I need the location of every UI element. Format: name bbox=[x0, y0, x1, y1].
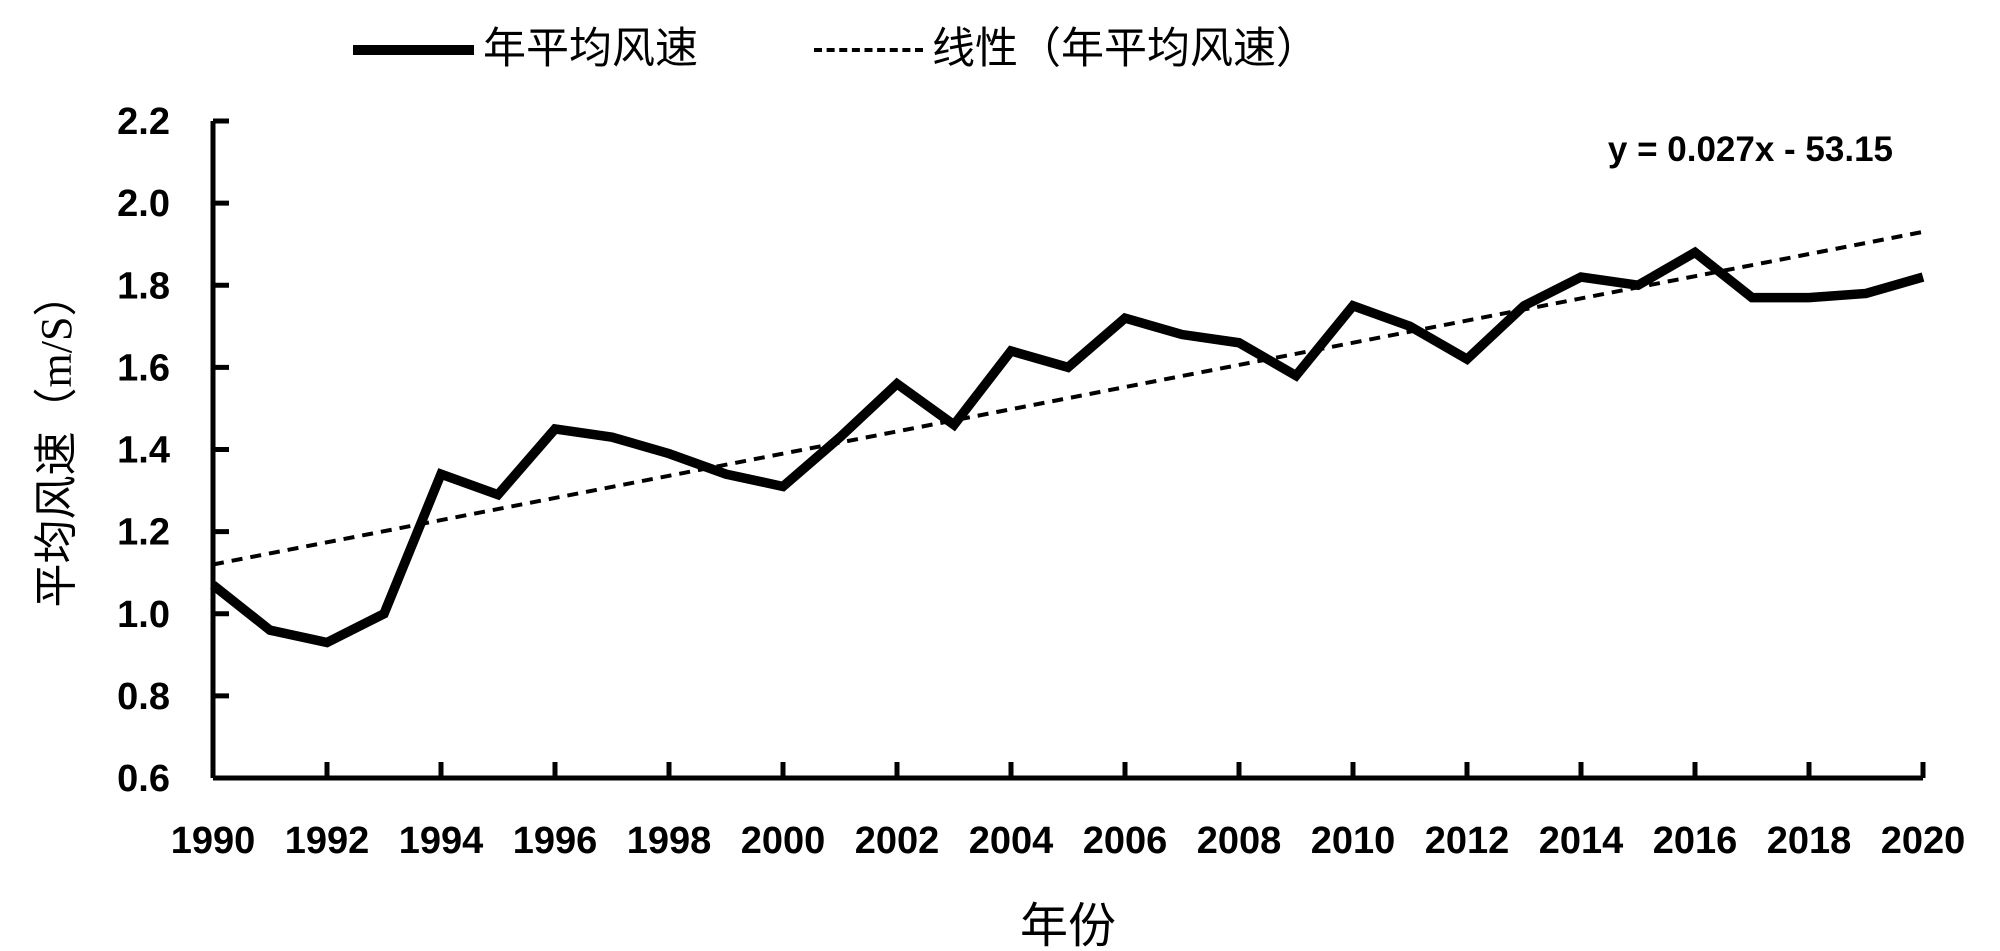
x-tick-label: 2014 bbox=[1539, 820, 1624, 862]
x-tick-label: 2010 bbox=[1311, 820, 1396, 862]
trend-legend-label: 线性（年平均风速） bbox=[932, 26, 1319, 73]
wind-speed-line bbox=[210, 246, 1925, 648]
y-tick-label: 2.0 bbox=[117, 183, 170, 225]
x-tick-label: 2012 bbox=[1425, 820, 1510, 862]
x-tick-label: 2004 bbox=[969, 820, 1054, 862]
y-tick-label: 2.2 bbox=[117, 101, 170, 143]
y-tick-label: 1.8 bbox=[117, 265, 170, 307]
x-tick-label: 2002 bbox=[855, 820, 940, 862]
series-line-sample-icon bbox=[353, 45, 474, 55]
x-tick-label: 2020 bbox=[1881, 820, 1966, 862]
trendline-equation: y = 0.027x - 53.15 bbox=[1607, 130, 1893, 169]
y-tick-label: 1.4 bbox=[117, 430, 170, 472]
trend-line-sample-icon bbox=[814, 48, 923, 52]
x-tick-label: 1994 bbox=[399, 820, 484, 862]
x-tick-label: 2018 bbox=[1767, 820, 1852, 862]
series-legend-label: 年平均风速 bbox=[483, 26, 698, 73]
trend-line bbox=[212, 229, 1924, 567]
chart-legend: 年平均风速 线性（年平均风速） bbox=[353, 22, 1319, 78]
x-tick-label: 2016 bbox=[1653, 820, 1738, 862]
x-tick-label: 2006 bbox=[1083, 820, 1168, 862]
x-tick-label: 2008 bbox=[1197, 820, 1282, 862]
y-tick-label: 1.2 bbox=[117, 512, 170, 554]
x-tick-label: 1990 bbox=[171, 820, 256, 862]
y-tick-label: 0.6 bbox=[117, 758, 170, 800]
x-axis-title: 年份 bbox=[1019, 900, 1116, 951]
y-tick-label: 1.0 bbox=[117, 594, 170, 636]
x-tick-label: 1998 bbox=[627, 820, 712, 862]
x-tick-label: 2000 bbox=[741, 820, 826, 862]
y-tick-label: 0.8 bbox=[117, 676, 170, 718]
x-tick-label: 1992 bbox=[285, 820, 370, 862]
x-tick-label: 1996 bbox=[513, 820, 598, 862]
y-tick-label: 1.6 bbox=[117, 347, 170, 389]
